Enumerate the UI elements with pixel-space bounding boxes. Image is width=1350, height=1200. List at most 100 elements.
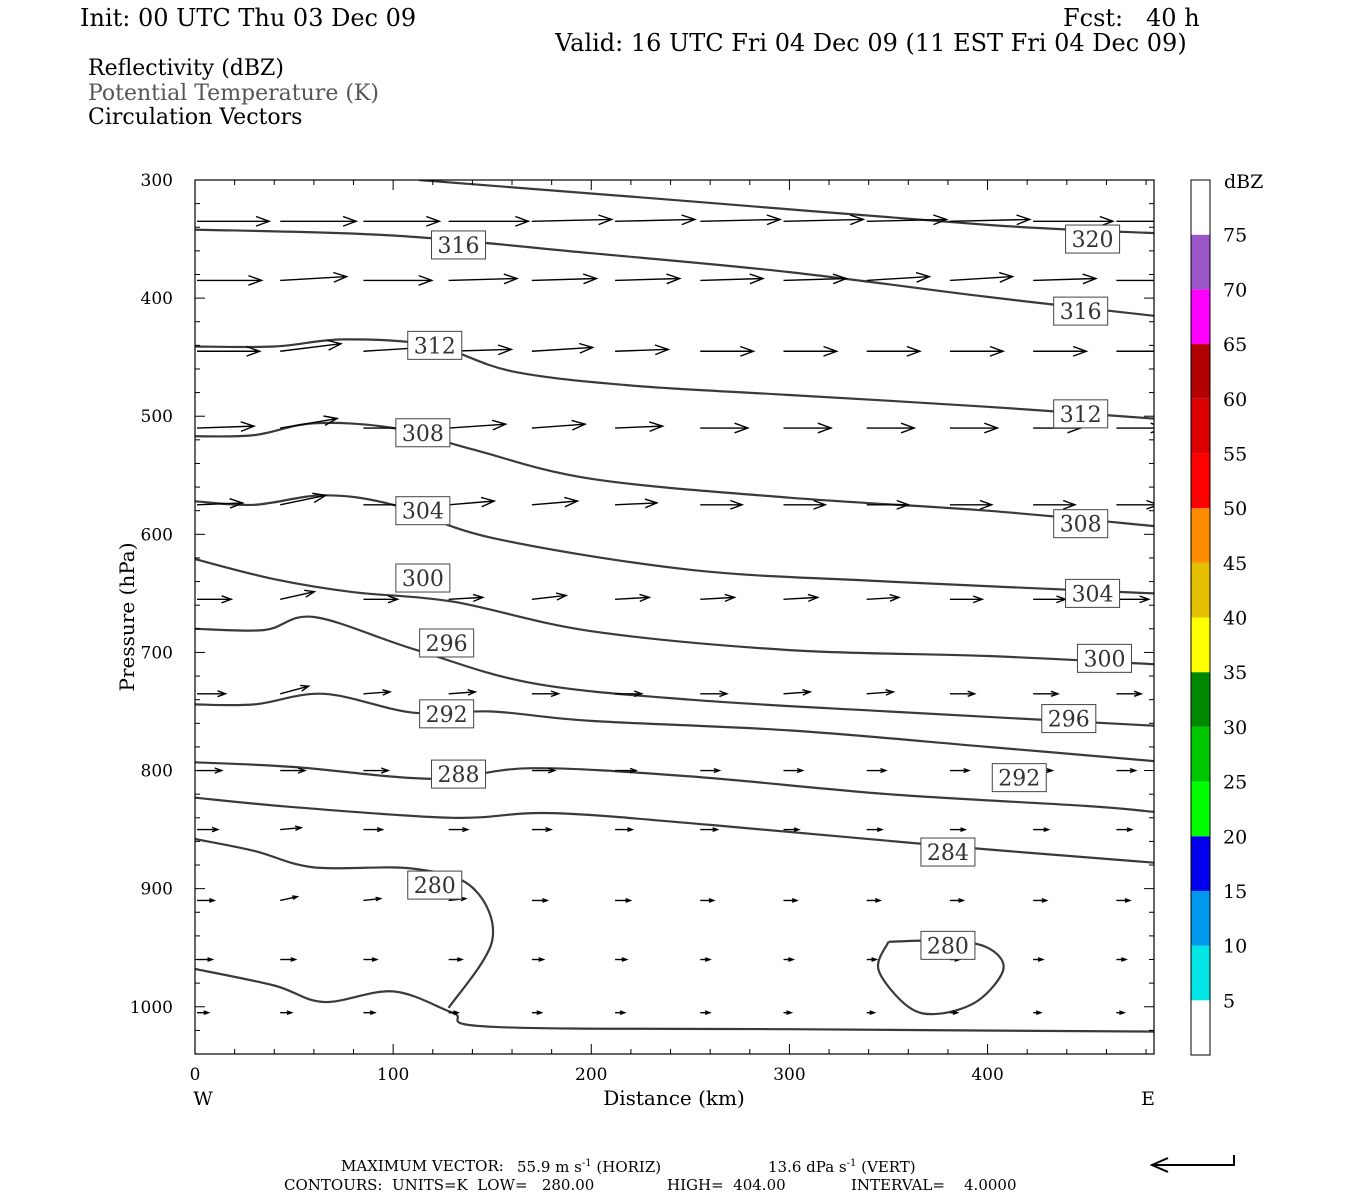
circulation-vector (531, 1010, 544, 1016)
colorbar-swatch (1191, 562, 1210, 618)
circulation-vector (1033, 957, 1045, 962)
circulation-vector (1033, 690, 1060, 697)
colorbar-swatch (1191, 945, 1210, 1001)
svg-text:312: 312 (414, 334, 456, 359)
circulation-vector (531, 419, 588, 431)
circulation-vector (783, 689, 813, 696)
contour-interval: INTERVAL= 4.0000 (851, 1176, 1017, 1194)
circulation-vector (448, 593, 485, 603)
circulation-vector (949, 499, 994, 510)
colorbar-level-label: 35 (1223, 662, 1247, 684)
circulation-vector (700, 1010, 712, 1016)
circulation-vector (783, 273, 849, 285)
circulation-vector (783, 345, 839, 357)
circulation-vector (615, 957, 629, 962)
circulation-vector (1033, 215, 1116, 227)
field-circulation-vectors: Circulation Vectors (88, 105, 303, 130)
circulation-vector (1033, 345, 1089, 357)
svg-text:292: 292 (426, 703, 468, 728)
circulation-vector (531, 273, 599, 285)
colorbar-swatch (1191, 672, 1210, 727)
svg-text:284: 284 (927, 841, 969, 866)
circulation-vector (783, 898, 799, 903)
svg-text:300: 300 (402, 567, 444, 592)
svg-text:308: 308 (402, 422, 444, 447)
circulation-vector (448, 496, 497, 508)
circulation-vector (280, 767, 307, 774)
circulation-vector (700, 422, 750, 434)
svg-text:300: 300 (1083, 647, 1125, 672)
colorbar-level-label: 30 (1223, 717, 1247, 739)
circulation-vector (783, 499, 828, 510)
circulation-vector (280, 589, 317, 600)
colorbar-swatch (1191, 781, 1210, 837)
theta-contour-292 (195, 692, 1154, 763)
theta-contour-284 (195, 796, 1154, 864)
contour-label-300: 300 (1076, 643, 1132, 673)
theta-contour-312 (195, 338, 1154, 420)
circulation-vector (866, 767, 888, 774)
theta-contour-280 (195, 967, 1154, 1033)
colorbar-level-label: 20 (1223, 826, 1247, 848)
circulation-vector (531, 826, 553, 833)
circulation-vector (531, 957, 546, 962)
circulation-vector (1033, 898, 1049, 903)
circulation-vector (197, 898, 217, 903)
contour-label-288: 288 (431, 759, 487, 789)
contour-high: HIGH= 404.00 (667, 1176, 786, 1194)
colorbar-swatch (1191, 890, 1210, 946)
circulation-vector (363, 1010, 377, 1016)
circulation-vector (280, 271, 349, 283)
contour-label-316: 316 (431, 230, 487, 260)
circulation-vector (280, 415, 340, 429)
circulation-vector (1116, 898, 1132, 903)
forecast-hour: Fcst: 40 h (1063, 4, 1200, 32)
circulation-vector (363, 689, 393, 696)
colorbar-level-label: 45 (1223, 553, 1247, 575)
circulation-vector (1116, 350, 1154, 352)
contour-labels: 320 316 316 312 312 308 308 304 304 300 300 296 296 2… (395, 224, 1132, 960)
y-tick-label: 600 (141, 525, 173, 545)
circulation-vector (363, 595, 400, 604)
colorbar-swatch (1191, 726, 1210, 782)
circulation-vector (196, 421, 257, 433)
theta-contour-320 (418, 180, 1154, 235)
circulation-vector (700, 898, 716, 903)
circulation-vector (700, 214, 783, 226)
circulation-vector (363, 896, 383, 902)
circulation-vector (949, 345, 1006, 357)
circulation-vector (197, 1010, 211, 1016)
circulation-vector (197, 826, 220, 833)
contour-label-316: 316 (1053, 296, 1109, 326)
circulation-vector (783, 767, 805, 774)
colorbar-level-label: 70 (1223, 279, 1247, 301)
circulation-vector (1116, 220, 1154, 223)
svg-text:304: 304 (1072, 582, 1114, 607)
field-potential-temperature: Potential Temperature (K) (88, 81, 379, 106)
svg-text:296: 296 (1048, 708, 1090, 733)
theta-contour-280 (195, 837, 495, 1009)
reflectivity-colorbar: 5 10 15 20 25 30 35 40 45 50 55 60 65 70 75 (1190, 179, 1247, 1056)
svg-text:292: 292 (998, 767, 1040, 792)
colorbar-swatch (1191, 289, 1210, 345)
circulation-vector (949, 271, 1015, 283)
circulation-vector (949, 827, 968, 832)
colorbar-unit: dBZ (1224, 171, 1263, 193)
circulation-vector (1033, 595, 1068, 604)
y-tick-label: 300 (141, 171, 173, 191)
circulation-vector (280, 825, 304, 832)
circulation-vector (615, 498, 659, 509)
circulation-vector (615, 273, 682, 285)
circulation-vector (531, 214, 614, 226)
colorbar-level-label: 55 (1223, 443, 1247, 465)
contour-label-304: 304 (395, 496, 451, 526)
circulation-vector (197, 345, 262, 357)
theta-contour-316 (195, 228, 1154, 317)
x-axis-east-label: E (1141, 1088, 1155, 1110)
svg-text:280: 280 (414, 874, 456, 899)
circulation-vector (531, 690, 561, 698)
circulation-vector (866, 689, 896, 696)
circulation-vector (1116, 499, 1154, 510)
x-axis-west-label: W (193, 1088, 213, 1110)
contour-label-284: 284 (920, 837, 976, 867)
